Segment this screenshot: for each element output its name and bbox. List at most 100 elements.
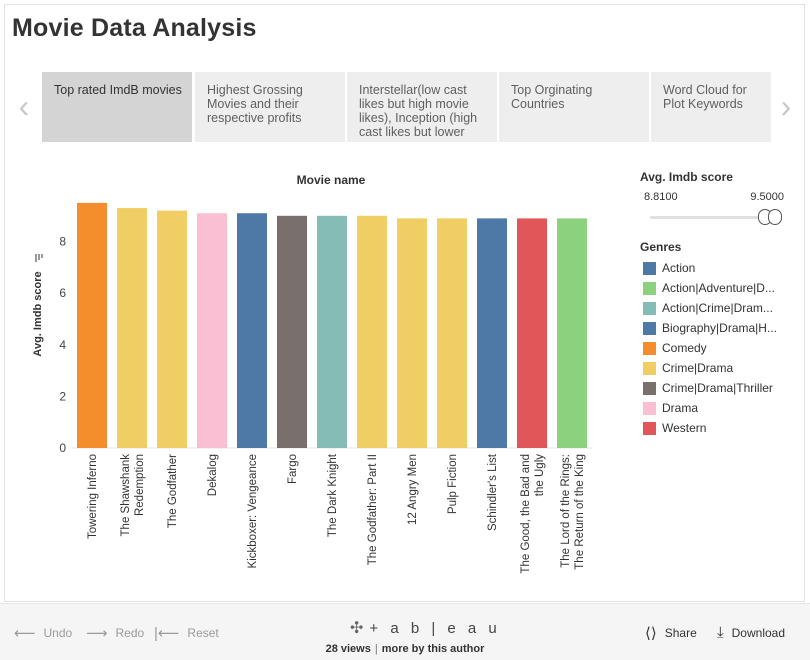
reset-icon: |⟵ — [154, 625, 180, 642]
legend-item[interactable]: Crime|Drama|Thriller — [643, 378, 803, 398]
bar — [77, 202, 107, 448]
chart-title: Movie name — [297, 173, 366, 187]
legend-label: Crime|Drama — [662, 361, 734, 375]
legend-label: Western — [662, 421, 707, 435]
filter-title: Avg. Imdb score — [640, 170, 733, 184]
bar — [557, 218, 587, 448]
download-button[interactable]: ⤓ Download — [717, 624, 785, 641]
legend-item[interactable]: Crime|Drama — [643, 358, 803, 378]
bar — [477, 218, 507, 448]
chevron-right-icon[interactable]: › — [780, 88, 792, 124]
legend-swatch — [643, 301, 656, 315]
view-meta: 28 views | more by this author — [325, 643, 485, 655]
share-icon: ⟨⟩ — [645, 625, 657, 642]
x-tick-label: The Dark Knight — [327, 453, 339, 537]
genre-legend: Action Action|Adventure|D... Action|Crime|… — [643, 258, 803, 438]
y-tick-label: 2 — [59, 389, 66, 403]
tab-highest-grossing[interactable]: Highest Grossing Movies and their respec… — [195, 72, 345, 142]
bar — [117, 208, 147, 448]
bar — [437, 218, 467, 448]
bottom-toolbar: ⟵ Undo ⟶ Redo |⟵ Reset ✣ + a b | e a u 28 vi… — [0, 603, 810, 660]
y-axis-label: Avg. Imdb score — [32, 271, 44, 356]
bar — [157, 210, 187, 448]
filter-panel: Avg. Imdb score 8.8100 9.5000 — [640, 170, 800, 207]
legend-swatch — [643, 361, 656, 375]
tableau-wordmark: + a b | e a u — [369, 619, 501, 637]
y-tick-label: 4 — [59, 338, 66, 352]
legend-label: Action|Adventure|D... — [662, 281, 775, 295]
bar — [517, 218, 547, 448]
x-tick-label: The Godfather: Part II — [367, 454, 379, 565]
tableau-cross-icon: ✣ — [350, 620, 364, 637]
share-label: Share — [664, 626, 697, 640]
legend-item[interactable]: Comedy — [643, 338, 803, 358]
download-label: Download — [731, 625, 786, 640]
x-tick-label: Dekalog — [207, 454, 219, 496]
legend-swatch — [643, 381, 656, 395]
sort-descending-icon — [35, 254, 43, 262]
legend-swatch — [643, 401, 656, 415]
legend-title: Genres — [640, 240, 682, 254]
x-tick-label: The Godfather — [167, 454, 179, 528]
legend-item[interactable]: Action|Adventure|D... — [643, 278, 803, 298]
legend-item[interactable]: Action|Crime|Dram... — [643, 298, 803, 318]
tab-interstellar-inception[interactable]: Interstellar(low cast likes but high mov… — [347, 72, 497, 142]
tab-top-rated[interactable]: Top rated ImdB movies — [42, 72, 192, 142]
x-tick-label: The Lord of the Rings: The Return of the … — [560, 454, 586, 570]
tableau-logo[interactable]: ✣ + a b | e a u — [350, 618, 501, 638]
legend-swatch — [643, 341, 656, 355]
x-tick-label: Pulp Fiction — [447, 454, 459, 514]
x-tick-label: Kickboxer: Vengeance — [247, 454, 259, 568]
legend-label: Biography|Drama|H... — [662, 321, 777, 335]
undo-icon: ⟵ — [14, 625, 36, 642]
undo-label: Undo — [43, 626, 73, 640]
legend-label: Action|Crime|Dram... — [662, 301, 773, 315]
legend-swatch — [643, 261, 656, 275]
story-navigator: ‹ Top rated ImdB movies Highest Grossing… — [0, 72, 810, 142]
legend-label: Comedy — [662, 341, 707, 355]
legend-label: Drama — [662, 401, 699, 415]
bar — [397, 218, 427, 448]
filter-range: 8.8100 9.5000 — [640, 191, 800, 207]
bar — [277, 215, 307, 448]
bar — [357, 215, 387, 448]
legend-item[interactable]: Western — [643, 418, 803, 438]
x-tick-label: The Shawshank Redemption — [120, 454, 146, 537]
y-tick-label: 6 — [59, 286, 66, 300]
score-slider-track[interactable] — [650, 216, 782, 219]
redo-label: Redo — [115, 626, 145, 640]
bar — [317, 215, 347, 448]
x-tick-label: Schindler's List — [487, 453, 499, 531]
legend-label: Action — [662, 261, 696, 275]
tab-word-cloud[interactable]: Word Cloud for Plot Keywords — [651, 72, 771, 142]
slider-max-handle[interactable] — [768, 209, 782, 225]
legend-item[interactable]: Biography|Drama|H... — [643, 318, 803, 338]
reset-button[interactable]: |⟵ Reset — [154, 624, 219, 642]
filter-max-value: 9.5000 — [750, 191, 784, 203]
x-tick-label: Towering Inferno — [87, 454, 99, 539]
legend-item[interactable]: Drama — [643, 398, 803, 418]
tab-top-countries[interactable]: Top Orginating Countries — [499, 72, 649, 142]
undo-button[interactable]: ⟵ Undo — [14, 624, 72, 642]
more-by-author-link[interactable]: more by this author — [381, 643, 485, 655]
page-title: Movie Data Analysis — [12, 14, 257, 42]
x-tick-label: 12 Angry Men — [407, 454, 419, 525]
legend-item[interactable]: Action — [643, 258, 803, 278]
redo-button[interactable]: ⟶ Redo — [86, 624, 144, 642]
reset-label: Reset — [187, 626, 219, 640]
bar-chart: Movie name Avg. Imdb score 0 2 4 6 8 Towering I… — [32, 173, 592, 574]
x-tick-label: Fargo — [287, 454, 299, 484]
legend-label: Crime|Drama|Thriller — [662, 381, 773, 395]
share-button[interactable]: ⟨⟩ Share — [645, 624, 697, 642]
download-icon: ⤓ — [717, 624, 724, 641]
legend-swatch — [643, 281, 656, 295]
y-tick-label: 8 — [59, 235, 66, 249]
bar — [237, 213, 267, 448]
redo-icon: ⟶ — [86, 625, 108, 642]
legend-swatch — [643, 321, 656, 335]
chevron-left-icon[interactable]: ‹ — [18, 88, 30, 124]
view-count: 28 views — [325, 643, 371, 655]
x-tick-label: The Good, the Bad and the Ugly — [520, 454, 546, 574]
filter-min-value: 8.8100 — [644, 191, 678, 203]
bar — [197, 213, 227, 448]
